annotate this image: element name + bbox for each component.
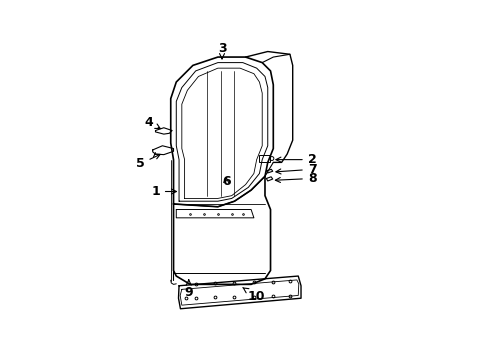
- Text: 4: 4: [144, 116, 160, 129]
- Text: 1: 1: [151, 185, 176, 198]
- Text: 10: 10: [243, 288, 266, 303]
- Text: 2: 2: [276, 153, 317, 166]
- Text: 5: 5: [136, 154, 160, 170]
- Text: 9: 9: [184, 280, 193, 299]
- Text: 8: 8: [275, 172, 317, 185]
- Text: 7: 7: [276, 163, 317, 176]
- Text: 6: 6: [222, 175, 230, 188]
- Bar: [259, 156, 270, 162]
- Text: 3: 3: [218, 42, 226, 59]
